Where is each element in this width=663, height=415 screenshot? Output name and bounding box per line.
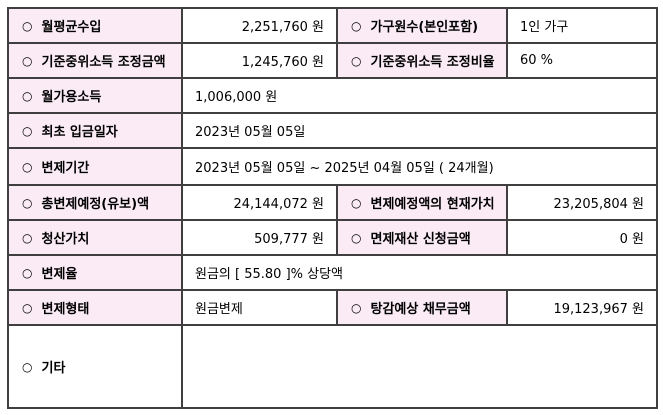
- circle-bullet-icon: ○: [22, 19, 33, 33]
- circle-bullet-icon: ○: [22, 196, 33, 210]
- circle-bullet-icon: ○: [22, 301, 33, 315]
- circle-bullet-icon: ○: [22, 360, 33, 374]
- field-label: 기준중위소득 조정비율: [370, 55, 495, 70]
- field-value-cell: 0 원: [506, 219, 658, 256]
- circle-bullet-icon: ○: [22, 124, 33, 138]
- field-label: 변제형태: [41, 302, 90, 317]
- field-label-cell: ○ 기타: [7, 324, 183, 409]
- field-value-cell: 60 %: [506, 42, 658, 79]
- field-value-cell: 1,245,760 원: [181, 42, 338, 79]
- field-label: 변제예정액의 현재가치: [370, 197, 495, 212]
- field-label-cell: ○ 면제재산 신청금액: [336, 219, 508, 256]
- field-label-cell: ○ 가구원수(본인포함): [336, 7, 508, 44]
- field-value-cell: 2,251,760 원: [181, 7, 338, 44]
- field-label: 기준중위소득 조정금액: [41, 55, 166, 70]
- row-monthly-average-income: ○ 월평균수입 2,251,760 원 ○ 가구원수(본인포함) 1인 가구: [7, 7, 658, 44]
- field-value-cell: [181, 324, 658, 409]
- circle-bullet-icon: ○: [351, 196, 362, 210]
- field-label: 탕감예상 채무금액: [370, 302, 471, 317]
- field-value-cell: 1인 가구: [506, 7, 658, 44]
- field-label-cell: ○ 변제율: [7, 254, 183, 291]
- field-label: 변제기간: [41, 161, 90, 176]
- field-label-cell: ○ 최초 입금일자: [7, 112, 183, 149]
- field-value-cell: 원금의 [ 55.80 ]% 상당액: [181, 254, 658, 291]
- field-value-cell: 원금변제: [181, 289, 338, 326]
- field-label: 변제율: [41, 267, 78, 282]
- row-total-expected-repayment: ○ 총변제예정(유보)액 24,144,072 원 ○ 변제예정액의 현재가치 23…: [7, 184, 658, 221]
- circle-bullet-icon: ○: [22, 89, 33, 103]
- field-label-cell: ○ 청산가치: [7, 219, 183, 256]
- field-label-cell: ○ 월가용소득: [7, 77, 183, 114]
- field-label: 최초 입금일자: [41, 125, 118, 140]
- field-value-cell: 2023년 05월 05일 ~ 2025년 04월 05일 ( 24개월): [181, 147, 658, 186]
- circle-bullet-icon: ○: [351, 231, 362, 245]
- row-first-deposit-date: ○ 최초 입금일자 2023년 05월 05일: [7, 112, 658, 149]
- field-label-cell: ○ 변제형태: [7, 289, 183, 326]
- circle-bullet-icon: ○: [22, 54, 33, 68]
- field-label-cell: ○ 총변제예정(유보)액: [7, 184, 183, 221]
- circle-bullet-icon: ○: [22, 231, 33, 245]
- field-label-cell: ○ 탕감예상 채무금액: [336, 289, 508, 326]
- row-repayment-rate: ○ 변제율 원금의 [ 55.80 ]% 상당액: [7, 254, 658, 291]
- circle-bullet-icon: ○: [22, 160, 33, 174]
- field-label: 청산가치: [41, 232, 90, 247]
- row-etc: ○ 기타: [7, 324, 658, 409]
- circle-bullet-icon: ○: [22, 266, 33, 280]
- field-label-cell: ○ 월평균수입: [7, 7, 183, 44]
- field-label-cell: ○ 변제기간: [7, 147, 183, 186]
- field-value-cell: 19,123,967 원: [506, 289, 658, 326]
- field-label: 월가용소득: [41, 90, 102, 105]
- circle-bullet-icon: ○: [351, 54, 362, 68]
- row-liquidation-value: ○ 청산가치 509,777 원 ○ 면제재산 신청금액 0 원: [7, 219, 658, 256]
- field-label: 기타: [41, 361, 66, 376]
- repayment-summary-table: ○ 월평균수입 2,251,760 원 ○ 가구원수(본인포함) 1인 가구 ○ 기준…: [7, 7, 658, 409]
- field-value-cell: 24,144,072 원: [181, 184, 338, 221]
- field-label: 월평균수입: [41, 20, 102, 35]
- circle-bullet-icon: ○: [351, 19, 362, 33]
- field-label: 면제재산 신청금액: [370, 232, 471, 247]
- field-label: 가구원수(본인포함): [370, 20, 479, 35]
- field-label-cell: ○ 기준중위소득 조정비율: [336, 42, 508, 79]
- field-label-cell: ○ 변제예정액의 현재가치: [336, 184, 508, 221]
- row-median-income-adjusted-amount: ○ 기준중위소득 조정금액 1,245,760 원 ○ 기준중위소득 조정비율 60…: [7, 42, 658, 79]
- circle-bullet-icon: ○: [351, 301, 362, 315]
- field-label: 총변제예정(유보)액: [41, 197, 150, 212]
- row-monthly-available-income: ○ 월가용소득 1,006,000 원: [7, 77, 658, 114]
- row-repayment-type: ○ 변제형태 원금변제 ○ 탕감예상 채무금액 19,123,967 원: [7, 289, 658, 326]
- row-repayment-period: ○ 변제기간 2023년 05월 05일 ~ 2025년 04월 05일 ( 24…: [7, 147, 658, 186]
- field-value-cell: 509,777 원: [181, 219, 338, 256]
- field-value-cell: 1,006,000 원: [181, 77, 658, 114]
- field-value-cell: 2023년 05월 05일: [181, 112, 658, 149]
- field-label-cell: ○ 기준중위소득 조정금액: [7, 42, 183, 79]
- field-value-cell: 23,205,804 원: [506, 184, 658, 221]
